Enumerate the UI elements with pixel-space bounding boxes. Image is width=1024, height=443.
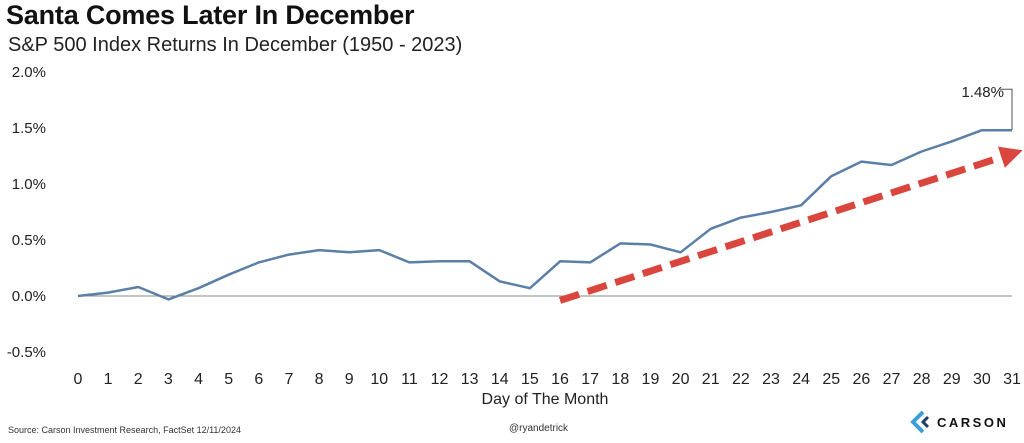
y-tick-label: 1.5%	[12, 120, 46, 137]
y-tick-label: 1.0%	[12, 176, 46, 193]
data-point	[197, 287, 200, 290]
carson-logo-icon	[910, 410, 930, 434]
data-point	[167, 298, 170, 301]
x-tick-label: 6	[254, 371, 263, 388]
data-point	[769, 211, 772, 214]
x-tick-label: 12	[431, 371, 449, 388]
data-point	[559, 260, 562, 263]
x-tick-label: 31	[1003, 371, 1021, 388]
x-tick-label: 10	[370, 371, 388, 388]
data-point	[468, 260, 471, 263]
x-tick-label: 4	[194, 371, 203, 388]
x-tick-label: 24	[792, 371, 810, 388]
data-point	[830, 175, 833, 178]
y-tick-label: 2.0%	[12, 64, 46, 81]
data-point	[408, 261, 411, 264]
brand-logo: CARSON	[909, 410, 1008, 434]
x-tick-label: 14	[491, 371, 509, 388]
x-tick-label: 2	[134, 371, 143, 388]
y-tick-label: 0.5%	[12, 232, 46, 249]
data-point	[257, 261, 260, 264]
x-tick-label: 11	[401, 371, 418, 388]
data-point	[980, 129, 983, 132]
x-tick-label: 0	[74, 371, 83, 388]
x-tick-label: 1	[104, 371, 113, 388]
data-point	[438, 260, 441, 263]
x-tick-label: 18	[611, 371, 629, 388]
x-tick-label: 3	[164, 371, 173, 388]
data-point	[348, 251, 351, 254]
data-point	[709, 227, 712, 230]
data-point	[950, 140, 953, 143]
x-tick-label: 25	[822, 371, 840, 388]
x-tick-label: 23	[762, 371, 780, 388]
x-tick-label: 20	[672, 371, 690, 388]
data-point	[77, 295, 80, 298]
x-tick-label: 5	[224, 371, 233, 388]
x-tick-label: 26	[852, 371, 870, 388]
x-tick-label: 29	[943, 371, 961, 388]
data-point	[107, 291, 110, 294]
data-point	[860, 160, 863, 163]
x-tick-label: 21	[702, 371, 720, 388]
data-point	[137, 286, 140, 289]
x-tick-label: 22	[732, 371, 750, 388]
source-note: Source: Carson Investment Research, Fact…	[8, 425, 241, 435]
chart-subtitle: S&P 500 Index Returns In December (1950 …	[8, 34, 463, 56]
data-point	[920, 150, 923, 153]
data-point	[378, 249, 381, 252]
data-point	[498, 280, 501, 283]
data-point	[739, 216, 742, 219]
x-tick-label: 28	[913, 371, 931, 388]
x-tick-label: 7	[284, 371, 293, 388]
brand-name: CARSON	[937, 414, 1009, 430]
data-point	[318, 249, 321, 252]
x-tick-label: 30	[973, 371, 991, 388]
author-handle: @ryandetrick	[509, 423, 569, 434]
x-tick-label: 13	[461, 371, 479, 388]
x-tick-label: 9	[345, 371, 354, 388]
annotation-leader	[1000, 88, 1013, 131]
x-tick-label: 19	[642, 371, 660, 388]
data-point	[619, 242, 622, 245]
chart-title: Santa Comes Later In December	[6, 0, 415, 30]
x-tick-label: 8	[315, 371, 324, 388]
trend-arrow	[558, 146, 1023, 304]
data-point	[287, 253, 290, 256]
data-point	[800, 204, 803, 207]
data-point	[649, 243, 652, 246]
data-point	[528, 287, 531, 290]
data-point	[890, 163, 893, 166]
x-tick-label: 16	[551, 371, 569, 388]
x-tick-label: 15	[521, 371, 539, 388]
x-tick-label: 17	[581, 371, 599, 388]
y-tick-label: 0.0%	[12, 288, 46, 305]
annotation-label: 1.48%	[961, 84, 1004, 101]
data-point	[589, 261, 592, 264]
y-tick-label: -0.5%	[7, 344, 46, 361]
data-point	[227, 273, 230, 276]
series-line	[77, 128, 1012, 301]
x-tick-label: 27	[883, 371, 901, 388]
x-axis-label: Day of The Month	[482, 391, 609, 408]
data-point	[679, 251, 682, 254]
